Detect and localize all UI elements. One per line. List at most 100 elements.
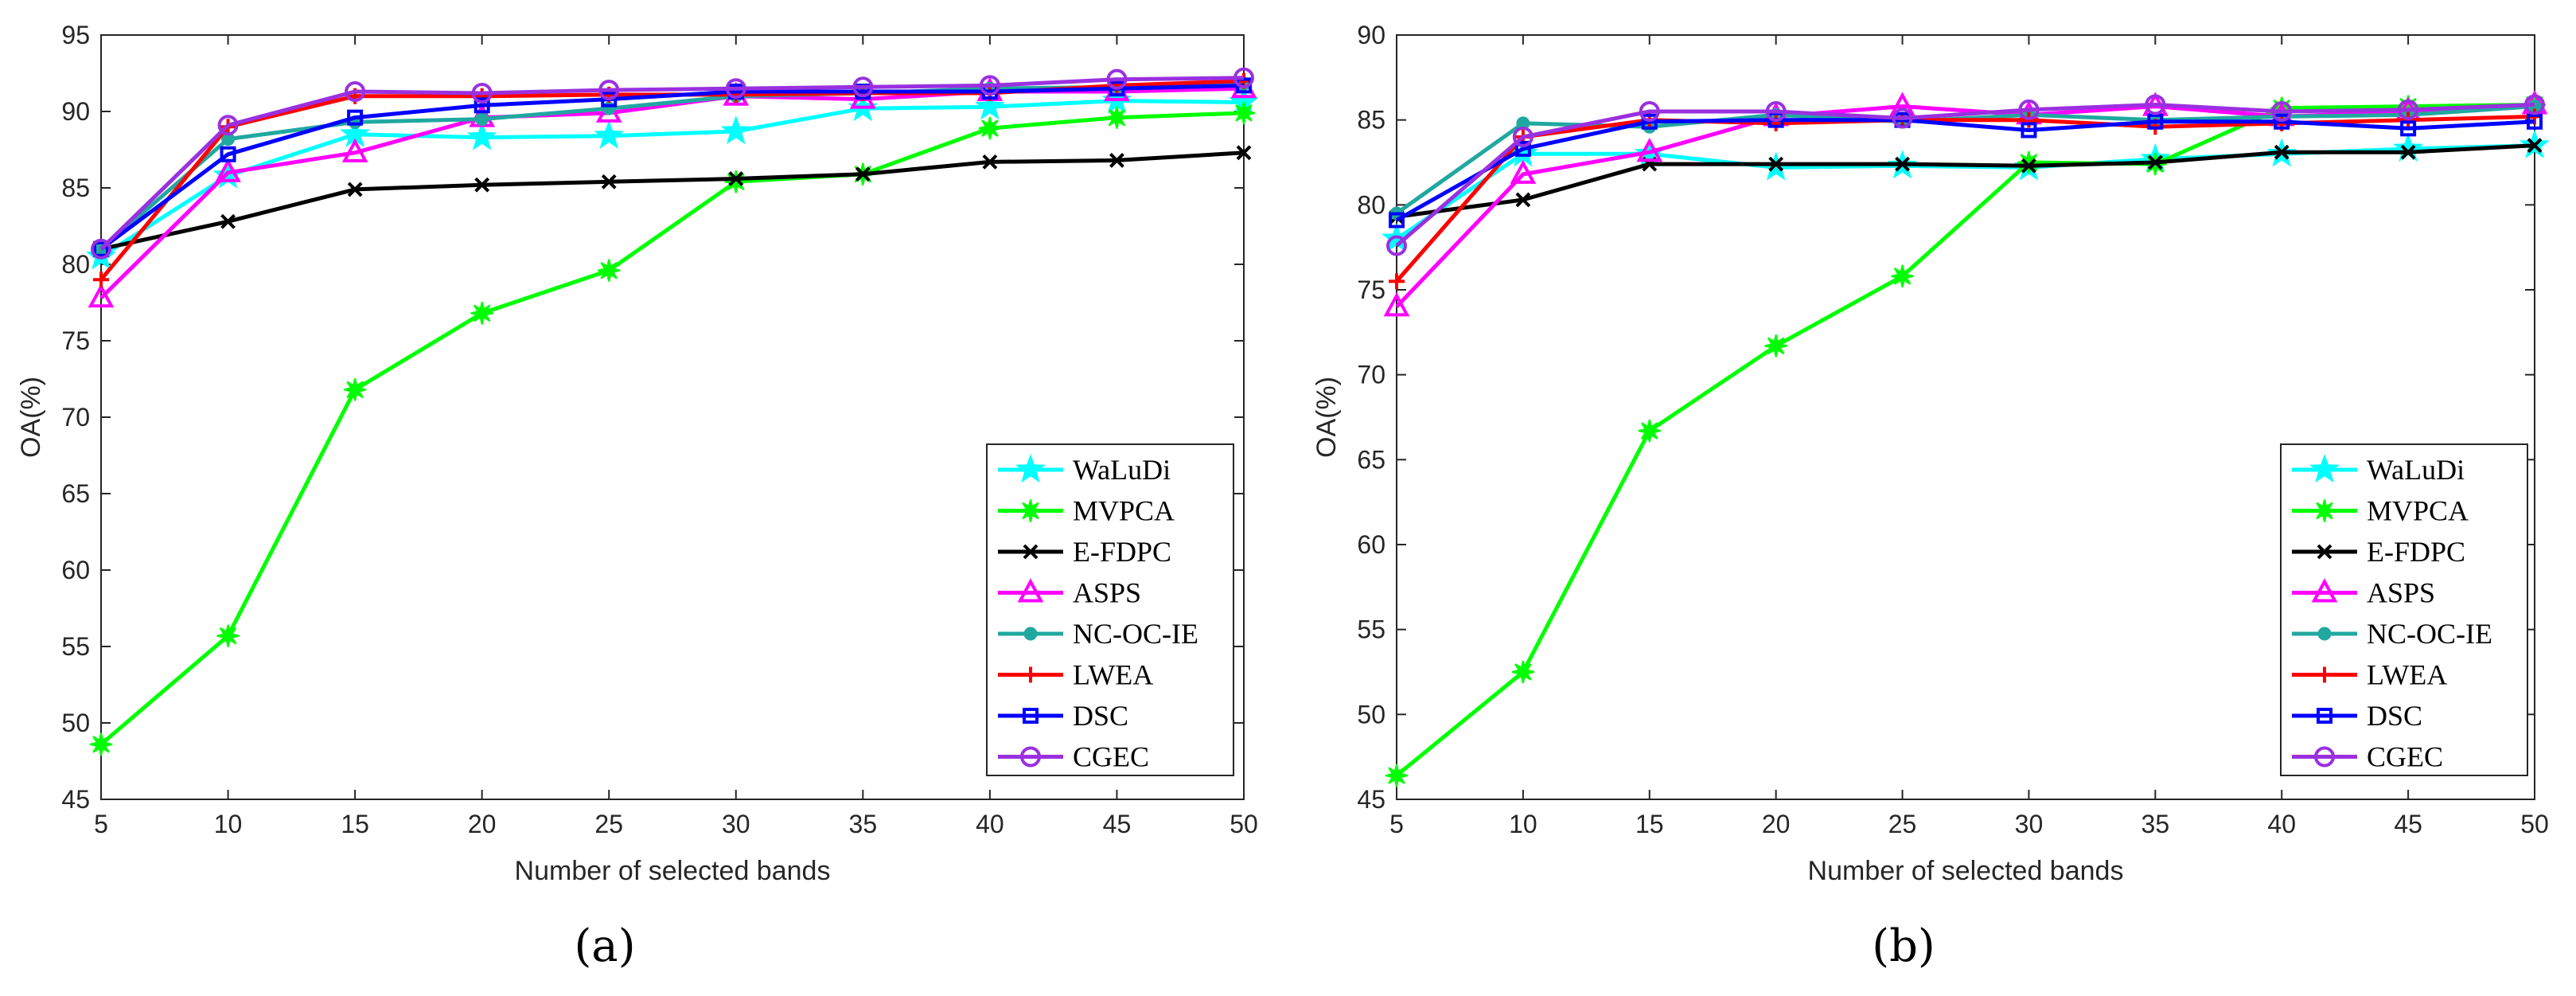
legend-entry: ASPS (998, 577, 1141, 609)
y-tick-label: 90 (1357, 21, 1385, 49)
data-point (474, 97, 490, 114)
data-point (1389, 212, 1405, 228)
data-point (2021, 158, 2036, 174)
legend: WaLuDi MVPCA E-FDPC ASPS NC-OC-IE LWEA DSC CGEC (2280, 443, 2528, 776)
data-point (2145, 94, 2166, 115)
data-point (1768, 156, 1784, 172)
legend-label: MVPCA (2367, 495, 2469, 527)
y-tick-label: 45 (61, 785, 90, 814)
data-point (475, 112, 489, 127)
x-tick-label: 15 (1635, 810, 1664, 838)
x-axis-label: Number of selected bands (1808, 856, 2124, 886)
data-point (2400, 144, 2416, 160)
data-point (2147, 154, 2163, 170)
data-point (1386, 235, 1407, 256)
data-point (2147, 113, 2164, 130)
legend-entry: DSC (2292, 700, 2422, 732)
data-point (1764, 334, 1787, 357)
data-point (1023, 708, 1039, 724)
series-cgec (1386, 94, 2545, 256)
legend-label: ASPS (2367, 577, 2435, 609)
legend-label: ASPS (1073, 577, 1141, 609)
data-point (1510, 159, 1537, 184)
data-point (2317, 544, 2332, 560)
x-tick-label: 40 (2267, 810, 2296, 838)
data-point (1891, 264, 1914, 288)
legend-entry: ASPS (2292, 577, 2435, 609)
data-point (1020, 746, 1041, 768)
y-tick-label: 55 (61, 632, 90, 661)
legend-box (986, 443, 1234, 776)
data-point (2400, 120, 2417, 137)
x-tick-label: 50 (1230, 810, 1258, 838)
y-tick-label: 60 (1357, 530, 1385, 559)
data-point (1895, 156, 1910, 172)
x-tick-label: 15 (341, 810, 369, 838)
y-tick-label: 65 (61, 479, 90, 508)
legend-entry: WaLuDi (998, 454, 1171, 486)
data-point (978, 116, 1002, 140)
legend-entry: MVPCA (2292, 495, 2469, 527)
data-point (1389, 273, 1405, 290)
data-point (1765, 101, 1787, 122)
data-point (1015, 454, 1046, 483)
legend-label: NC-OC-IE (1073, 618, 1198, 650)
data-point (88, 283, 115, 308)
plot-area-frame (1396, 34, 2535, 800)
y-tick-label: 50 (61, 709, 90, 737)
legend-label: NC-OC-IE (2367, 618, 2492, 650)
legend-entry: CGEC (2292, 741, 2443, 773)
x-tick-label: 20 (1762, 810, 1791, 838)
series-line (99, 76, 1245, 251)
data-point (341, 138, 368, 162)
y-tick-label: 60 (61, 556, 90, 584)
x-tick-label: 40 (976, 810, 1004, 838)
legend-label: CGEC (2367, 741, 2443, 773)
data-point (979, 75, 1000, 96)
data-point (1236, 145, 1252, 161)
x-tick-label: 20 (468, 810, 497, 838)
data-point (982, 154, 998, 170)
legend-entry: WaLuDi (2292, 454, 2465, 486)
data-point (347, 182, 363, 197)
legend-entry: NC-OC-IE (2292, 618, 2492, 650)
data-point (974, 91, 1005, 120)
data-point (220, 146, 236, 162)
x-axis-label: Number of selected bands (515, 856, 831, 886)
series-waludi (86, 84, 1259, 270)
series-line (99, 99, 1245, 259)
data-point (598, 80, 620, 101)
legend-label: LWEA (2367, 659, 2447, 691)
legend-label: WaLuDi (2367, 454, 2465, 486)
legend: WaLuDi MVPCA E-FDPC ASPS NC-OC-IE LWEA DSC CGEC (986, 443, 1234, 776)
data-point (1019, 499, 1042, 522)
panel-label: (a) (574, 920, 635, 972)
series-line (1395, 103, 2535, 248)
y-tick-label: 70 (61, 403, 90, 432)
data-point (602, 101, 616, 115)
x-tick-label: 35 (2141, 810, 2170, 838)
x-tick-label: 35 (849, 810, 878, 838)
legend-entry: E-FDPC (2292, 536, 2465, 568)
legend-label: WaLuDi (1073, 454, 1171, 486)
x-tick-label: 25 (594, 810, 623, 838)
series-line (1396, 143, 2535, 219)
data-point (471, 82, 493, 104)
data-point (2314, 746, 2335, 768)
x-tick-label: 45 (1103, 810, 1132, 838)
data-point (2309, 454, 2340, 483)
y-tick-label: 65 (1357, 445, 1385, 474)
y-tick-label: 75 (1357, 275, 1385, 304)
data-point (2317, 708, 2332, 724)
series-line (99, 83, 1245, 251)
data-point (2527, 138, 2543, 154)
legend-entry: LWEA (998, 659, 1153, 691)
data-point (1106, 68, 1128, 90)
data-point (466, 121, 497, 150)
series-line (1395, 114, 2535, 283)
data-point (93, 240, 109, 257)
y-tick-label: 80 (61, 250, 90, 279)
data-point (1641, 113, 1658, 130)
series-dsc (1389, 111, 2543, 228)
data-point (597, 259, 621, 282)
